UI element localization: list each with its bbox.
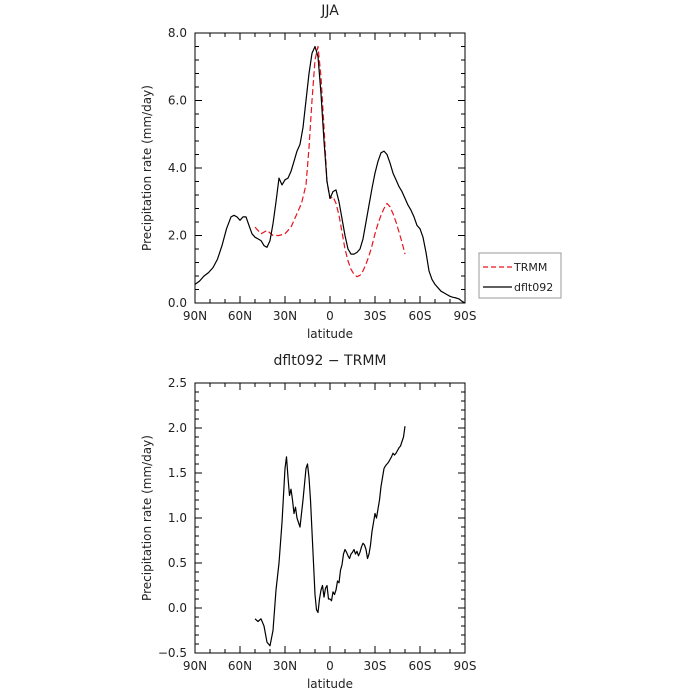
bottom-plot-frame (194, 382, 466, 654)
top-ytick-label: 6.0 (168, 94, 187, 108)
top-ytick-label: 8.0 (168, 26, 187, 40)
bottom-ytick-label: 1.5 (168, 466, 187, 480)
bottom-xtick-label: 60N (228, 659, 252, 673)
bottom-ytick-label: 2.0 (168, 421, 187, 435)
top-xtick-label: 30S (364, 309, 387, 323)
bottom-series-line-difference (254, 426, 406, 647)
legend: TRMM dflt092 (478, 252, 562, 299)
top-panel: 90N 60N 30N 0 30S 60S 90S 0.0 2.0 4.0 6.0 8.0 JJA lat… (140, 3, 476, 341)
legend-box (478, 252, 562, 299)
bottom-chart-title: dflt092 − TRMM (274, 353, 387, 369)
top-xtick-label: 90N (183, 309, 207, 323)
legend-label-trmm: TRMM (513, 261, 547, 274)
bottom-x-axis-label: latitude (307, 677, 353, 691)
top-series-line-dflt092 (194, 45, 466, 304)
top-plot-frame (194, 32, 466, 304)
bottom-ytick-label: 0.0 (168, 601, 187, 615)
legend-label-dflt092: dflt092 (514, 281, 553, 294)
top-xtick-label: 60S (409, 309, 432, 323)
bottom-ytick-label: −0.5 (158, 646, 187, 660)
top-x-axis-label: latitude (307, 327, 353, 341)
bottom-ytick-label: 1.0 (168, 511, 187, 525)
top-ytick-label: 4.0 (168, 161, 187, 175)
top-xtick-label: 30N (273, 309, 297, 323)
top-chart-title: JJA (320, 3, 339, 19)
bottom-xtick-label: 90N (183, 659, 207, 673)
bottom-xtick-label: 60S (409, 659, 432, 673)
top-ytick-label: 2.0 (168, 229, 187, 243)
top-y-axis-label: Precipitation rate (mm/day) (140, 85, 154, 251)
bottom-xtick-label: 0 (326, 659, 334, 673)
bottom-xtick-label: 90S (454, 659, 477, 673)
bottom-panel: 90N 60N 30N 0 30S 60S 90S −0.5 0.0 0.5 1.0 1.5 2.0 2.… (140, 353, 476, 691)
bottom-ytick-label: 2.5 (168, 376, 187, 390)
top-xtick-label: 90S (454, 309, 477, 323)
bottom-xtick-label: 30N (273, 659, 297, 673)
top-xtick-label: 0 (326, 309, 334, 323)
top-xtick-label: 60N (228, 309, 252, 323)
bottom-y-axis-label: Precipitation rate (mm/day) (140, 435, 154, 601)
bottom-xtick-label: 30S (364, 659, 387, 673)
top-series-line-trmm (254, 45, 406, 278)
top-ytick-label: 0.0 (168, 296, 187, 310)
bottom-ytick-label: 0.5 (168, 556, 187, 570)
